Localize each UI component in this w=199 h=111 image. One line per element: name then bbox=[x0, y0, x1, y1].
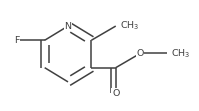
Text: O: O bbox=[112, 89, 119, 98]
Text: O: O bbox=[137, 49, 144, 58]
Text: CH$_3$: CH$_3$ bbox=[171, 47, 190, 60]
Text: N: N bbox=[64, 22, 71, 31]
Text: F: F bbox=[14, 36, 19, 45]
Text: CH$_3$: CH$_3$ bbox=[120, 20, 139, 32]
